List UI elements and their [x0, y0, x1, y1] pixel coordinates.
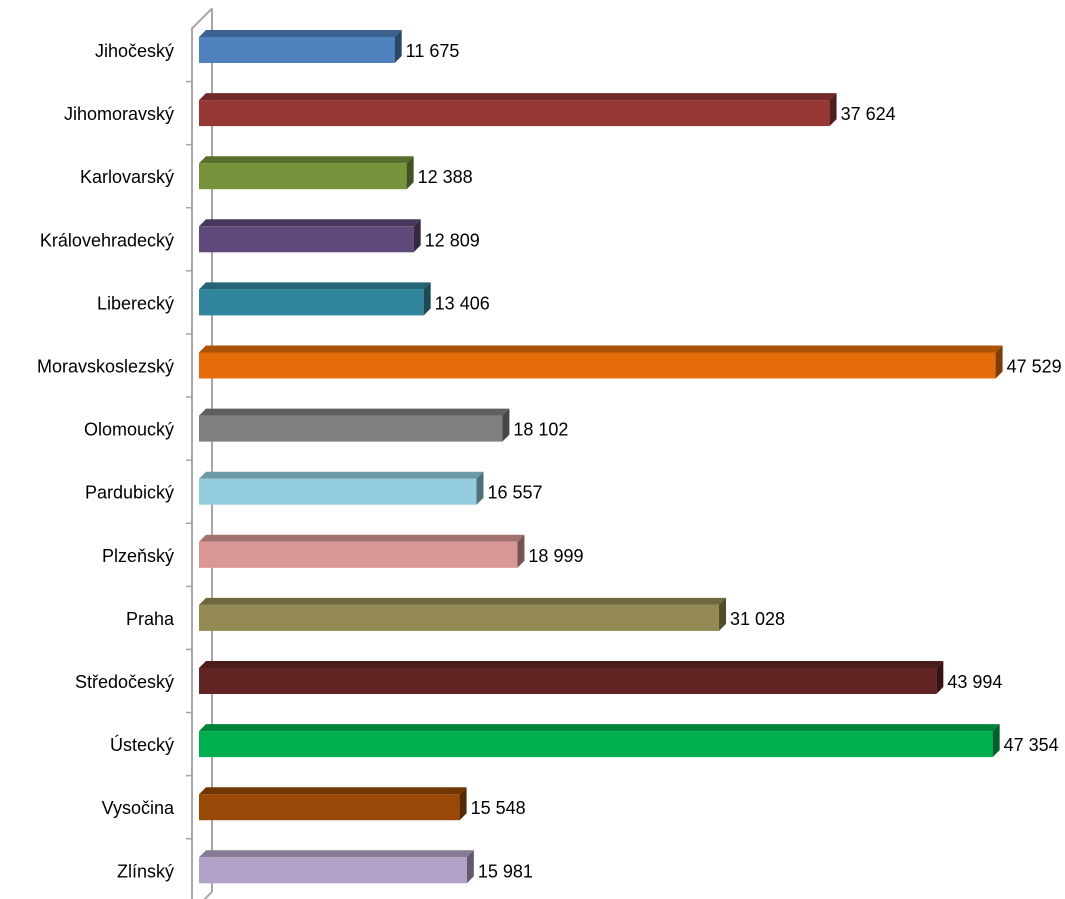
bar-side-face	[394, 30, 402, 63]
bar-group	[199, 219, 421, 253]
bar	[199, 415, 503, 442]
bar-top-face	[199, 219, 421, 227]
bar-side-face	[719, 597, 727, 631]
bar-top-face	[199, 850, 474, 858]
category-tick-label: Liberecký	[97, 293, 174, 313]
data-label: 16 557	[487, 483, 542, 503]
bar-side-face	[459, 787, 467, 821]
bar	[199, 857, 467, 884]
category-tick-label: Jihočeský	[95, 41, 174, 61]
bar-group	[199, 850, 474, 884]
bar-top-face	[199, 724, 1000, 732]
bar-side-face	[502, 408, 510, 442]
bar-group	[199, 787, 467, 821]
bar-side-face	[995, 345, 1003, 379]
category-axis-line	[191, 7, 213, 899]
bar-top-face	[199, 156, 414, 164]
bar-side-face	[476, 471, 484, 505]
bar-side-face	[466, 850, 474, 884]
bar	[199, 604, 720, 631]
bar	[199, 478, 477, 505]
bar-group	[199, 156, 414, 190]
bar-top-face	[199, 408, 510, 416]
bar-side-face	[517, 534, 525, 568]
bar-group	[199, 30, 402, 63]
bar-top-face	[199, 471, 484, 479]
category-tick-label: Karlovarský	[80, 167, 174, 187]
bar	[199, 352, 996, 379]
category-tick-label: Královehradecký	[40, 230, 174, 250]
bar	[199, 289, 424, 316]
data-label: 31 028	[730, 609, 785, 629]
bar-top-face	[199, 30, 402, 37]
bar	[199, 541, 518, 568]
bar-top-face	[199, 787, 467, 795]
bar-group	[199, 93, 837, 127]
bar	[199, 163, 407, 190]
category-tick-label: Vysočina	[102, 798, 175, 818]
data-label: 18 999	[528, 546, 583, 566]
category-tick-label: Pardubický	[85, 483, 174, 503]
bar	[199, 100, 830, 127]
bar-top-face	[199, 597, 727, 605]
bar-top-face	[199, 345, 1003, 353]
bar-group	[199, 597, 727, 631]
bar-top-face	[199, 534, 525, 542]
bar-group	[199, 724, 1000, 758]
bar-top-face	[199, 93, 837, 101]
category-tick-label: Ústecký	[110, 734, 174, 755]
data-label: 12 809	[425, 230, 480, 250]
bar	[199, 226, 414, 253]
data-label: 15 981	[478, 861, 533, 881]
category-tick-label: Moravskoslezský	[37, 357, 174, 377]
bar-side-face	[829, 93, 837, 127]
data-label: 12 388	[418, 167, 473, 187]
bar-group	[199, 534, 525, 568]
bar-side-face	[936, 661, 944, 694]
data-label: 18 102	[513, 420, 568, 440]
category-tick-label: Olomoucký	[84, 420, 174, 440]
labels-layer: Jihočeský 11 675 Jihomoravský 37 624 Karlova…	[37, 41, 1062, 881]
bar	[199, 668, 937, 694]
bar-group	[199, 408, 510, 442]
bar-side-face	[423, 282, 431, 316]
bar-group	[199, 471, 484, 505]
data-label: 47 529	[1007, 357, 1062, 377]
bar-side-face	[992, 724, 1000, 758]
axis-layer	[186, 7, 213, 899]
category-tick-label: Praha	[126, 609, 175, 629]
bar-side-face	[413, 219, 421, 253]
data-label: 15 548	[471, 798, 526, 818]
bars-layer	[199, 30, 1003, 884]
bar	[199, 731, 993, 758]
category-tick-label: Plzeňský	[102, 546, 174, 566]
bar-group	[199, 282, 431, 316]
data-label: 43 994	[947, 672, 1002, 692]
data-label: 13 406	[435, 293, 490, 313]
bar-top-face	[199, 661, 944, 668]
category-tick-label: Zlínský	[117, 861, 174, 881]
data-label: 47 354	[1004, 735, 1059, 755]
bar-group	[199, 661, 944, 694]
data-label: 37 624	[841, 104, 896, 124]
bar	[199, 37, 395, 63]
bar-side-face	[406, 156, 414, 190]
category-tick-label: Středočeský	[75, 672, 174, 692]
category-tick-label: Jihomoravský	[64, 104, 174, 124]
bar	[199, 794, 460, 821]
bar-top-face	[199, 282, 431, 290]
data-label: 11 675	[406, 41, 460, 61]
bar-group	[199, 345, 1003, 379]
